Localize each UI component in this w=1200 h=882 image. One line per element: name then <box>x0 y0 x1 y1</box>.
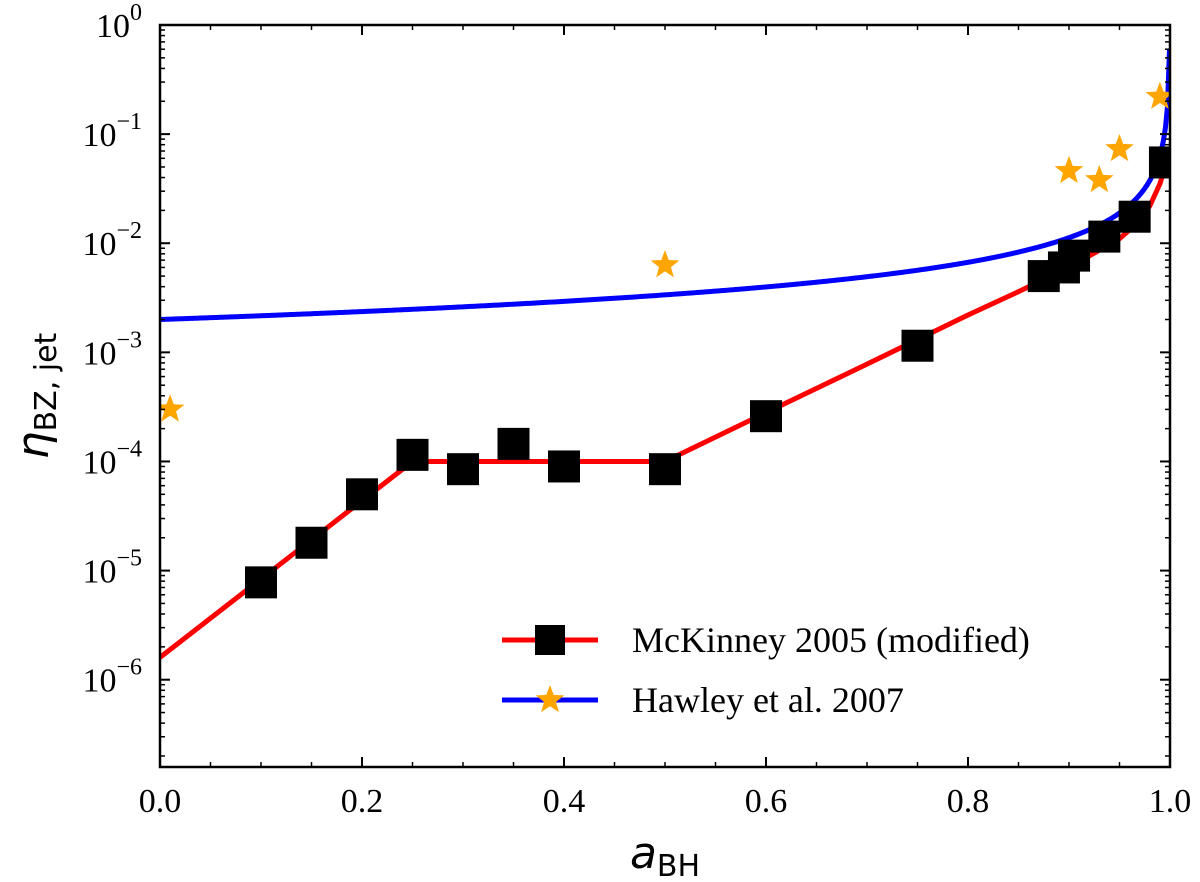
y-tick-label-0: 100 <box>96 0 142 45</box>
tick-labels-layer: 0.0 0.2 0.4 0.6 0.8 1.0 100 10−1 10−2 10−3 10−4 10−… <box>82 0 1191 820</box>
mckinney-point-15 <box>1148 146 1170 179</box>
mckinney-point-3 <box>396 438 429 471</box>
legend-entry-hawley: Hawley et al. 2007 <box>502 680 904 720</box>
mckinney-point-8 <box>750 400 782 433</box>
hawley-point-5 <box>1145 81 1170 109</box>
mckinney-point-0 <box>245 566 277 599</box>
legend-label-hawley: Hawley et al. 2007 <box>632 680 904 720</box>
x-tick-label-4: 0.8 <box>947 783 990 820</box>
x-tick-label-2: 0.4 <box>543 783 586 820</box>
mckinney-point-7 <box>649 453 681 486</box>
series-line-hawley <box>160 49 1170 323</box>
mckinney-point-13 <box>1088 220 1121 253</box>
mckinney-point-4 <box>447 453 479 486</box>
x-tick-label-0: 0.0 <box>139 783 182 820</box>
series-line-mckinney <box>160 150 1170 660</box>
y-tick-label-2: 10−2 <box>82 218 142 263</box>
x-tick-label-3: 0.6 <box>745 783 788 820</box>
hawley-point-0 <box>160 394 185 422</box>
axis-titles: aBH ηBZ, jet <box>8 332 700 882</box>
mckinney-point-1 <box>295 526 328 559</box>
hawley-point-4 <box>1105 134 1134 162</box>
mckinney-point-12 <box>1058 239 1091 272</box>
mckinney-point-2 <box>346 478 378 511</box>
mckinney-point-6 <box>548 450 580 483</box>
legend-marker-star <box>535 685 565 713</box>
hawley-point-1 <box>650 250 680 278</box>
x-axis-title: aBH <box>630 828 700 882</box>
hawley-point-2 <box>1054 155 1084 184</box>
mckinney-point-5 <box>497 427 530 460</box>
legend-label-mckinney: McKinney 2005 (modified) <box>632 620 1030 660</box>
legend-entry-mckinney: McKinney 2005 (modified) <box>502 620 1030 660</box>
ticks-layer <box>159 24 1171 767</box>
y-tick-label-3: 10−3 <box>82 327 142 372</box>
legend-marker-square <box>535 625 565 655</box>
y-axis-title-sub: BZ, jet <box>29 332 64 431</box>
x-tick-label-1: 0.2 <box>341 783 384 820</box>
y-axis-title: ηBZ, jet <box>8 332 64 459</box>
series-layer <box>160 49 1170 660</box>
x-axis-title-sub: BH <box>657 849 700 882</box>
legend: McKinney 2005 (modified) Hawley et al. 2… <box>502 620 1030 720</box>
y-tick-label-6: 10−6 <box>82 655 142 700</box>
y-tick-label-4: 10−4 <box>82 436 142 481</box>
y-axis-title-main: η <box>8 431 59 459</box>
y-tick-label-5: 10−5 <box>82 546 142 591</box>
y-tick-label-1: 10−1 <box>82 109 142 154</box>
x-tick-label-5: 1.0 <box>1149 783 1192 820</box>
hawley-point-3 <box>1085 164 1114 193</box>
x-axis-title-main: a <box>630 828 657 879</box>
mckinney-point-9 <box>901 329 934 362</box>
mckinney-point-14 <box>1118 200 1151 233</box>
